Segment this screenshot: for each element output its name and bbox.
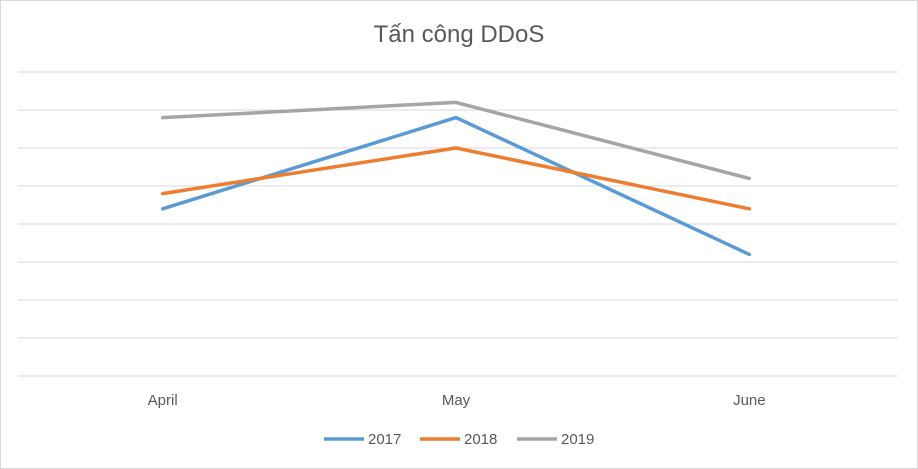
legend-item-2017: 2017 bbox=[324, 431, 401, 448]
x-tick-label: June bbox=[733, 392, 766, 409]
legend-label: 2018 bbox=[464, 431, 497, 448]
legend-label: 2017 bbox=[368, 431, 401, 448]
legend-label: 2019 bbox=[561, 431, 594, 448]
x-tick-label: April bbox=[148, 392, 178, 409]
chart-title: Tấn công DDoS bbox=[374, 21, 545, 48]
series-line-2019 bbox=[160, 100, 752, 181]
legend-item-2018: 2018 bbox=[420, 431, 497, 448]
legend-item-2019: 2019 bbox=[517, 431, 594, 448]
series-line-2018 bbox=[160, 146, 752, 211]
x-tick-label: May bbox=[442, 392, 471, 409]
